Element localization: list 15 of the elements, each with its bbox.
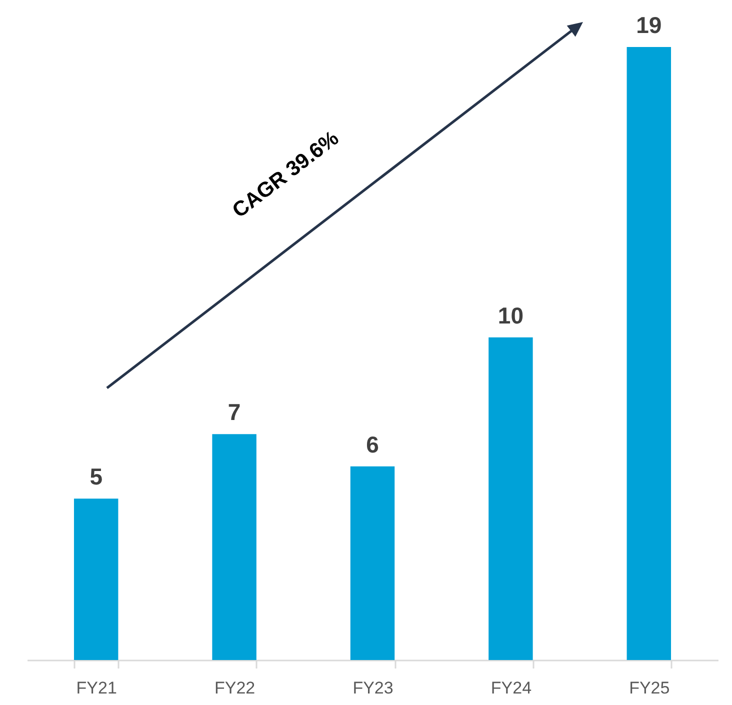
x-tick-label: FY24	[490, 678, 532, 698]
bar	[350, 466, 395, 660]
x-tick-label: FY23	[352, 678, 394, 698]
data-label: 19	[636, 12, 662, 38]
x-tick-label: FY25	[629, 678, 670, 698]
data-label: 6	[366, 431, 379, 458]
data-label: 7	[228, 399, 241, 426]
data-label: 10	[498, 302, 524, 328]
bar	[488, 337, 533, 660]
bar	[74, 498, 118, 660]
x-tick-label: FY22	[214, 678, 256, 698]
x-tick-label: FY21	[76, 678, 117, 698]
bar	[626, 47, 672, 660]
bar	[212, 434, 256, 660]
data-label: 5	[90, 464, 103, 490]
